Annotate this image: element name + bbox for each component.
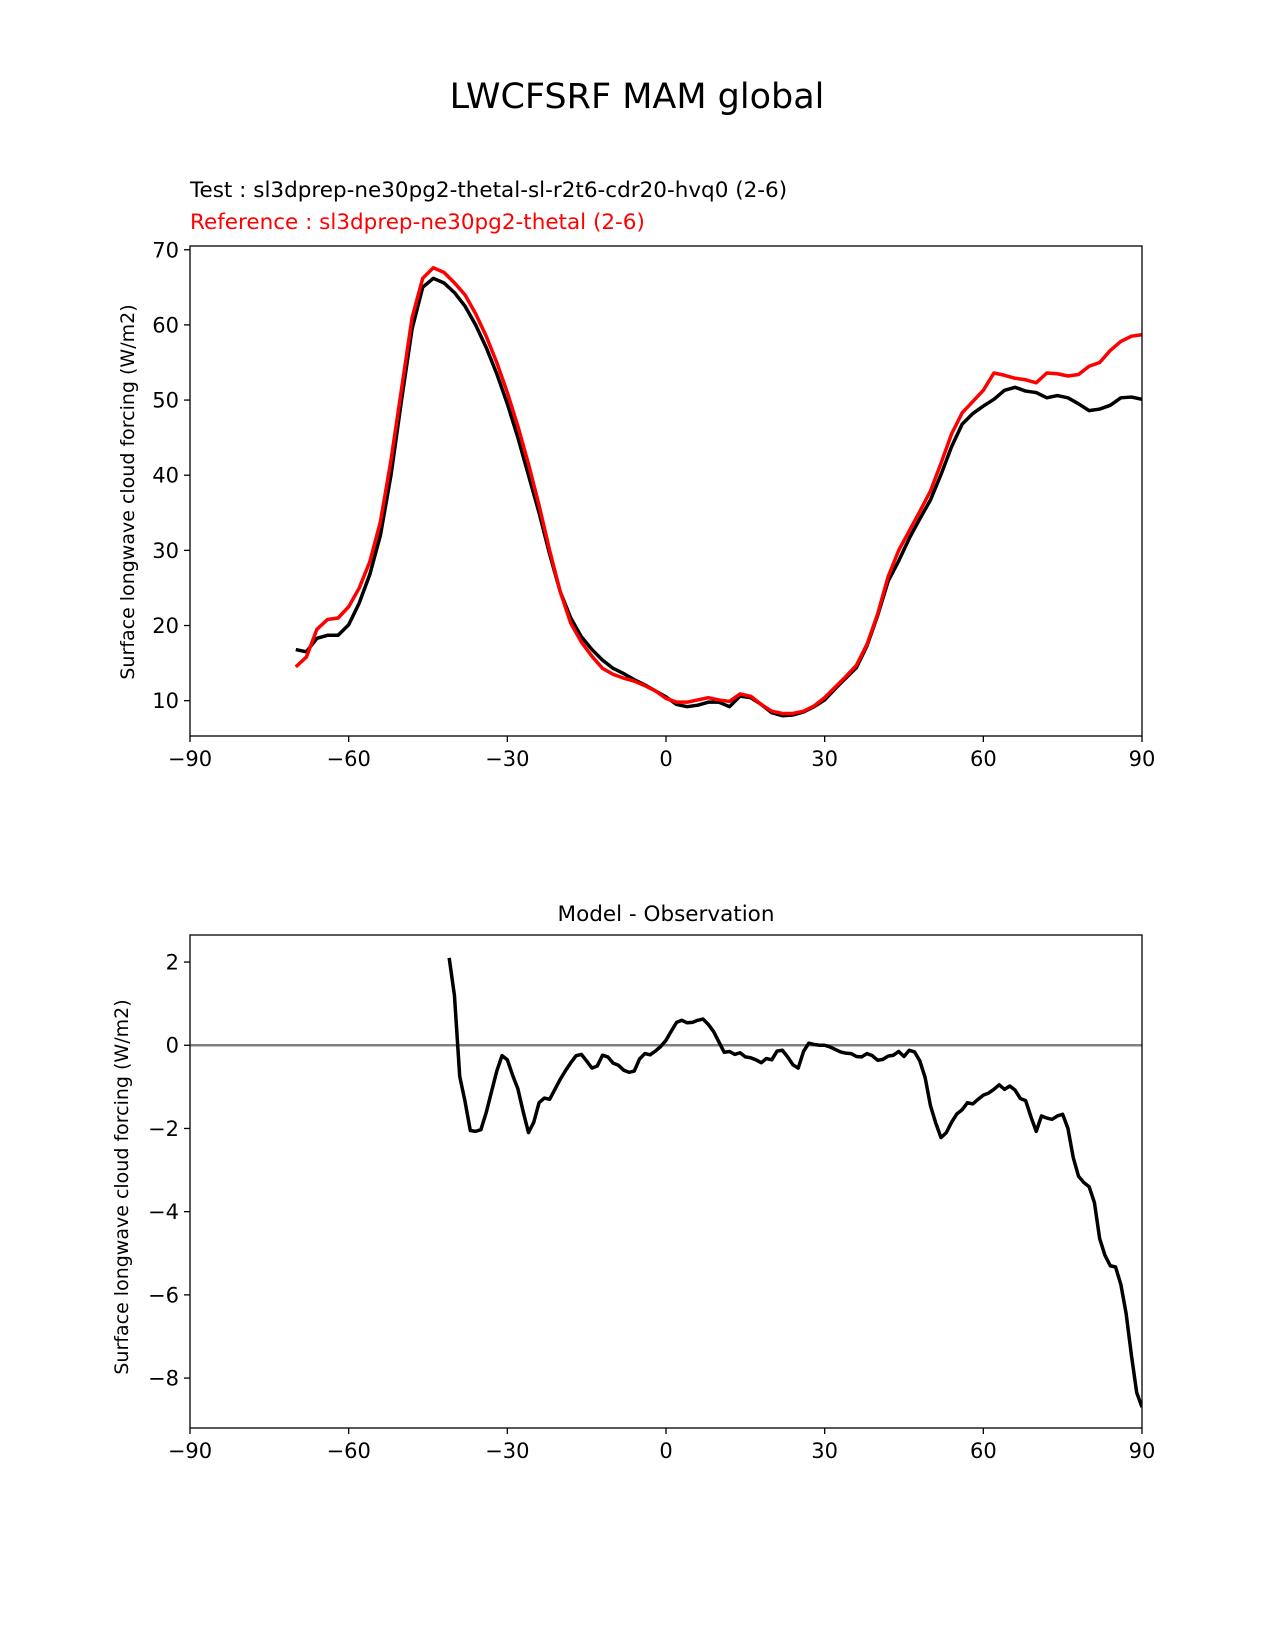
top-panel: Test : sl3dprep-ne30pg2-thetal-sl-r2t6-c… bbox=[117, 178, 1155, 771]
reference-label: Reference : sl3dprep-ne30pg2-thetal (2-6… bbox=[190, 210, 645, 235]
bottom-y-tick-label: −4 bbox=[148, 1200, 179, 1224]
top-y-tick-label: 40 bbox=[152, 464, 179, 488]
top-x-tick-label: −60 bbox=[327, 747, 371, 771]
bottom-x-tick-label: −30 bbox=[485, 1439, 529, 1463]
bottom-y-tick-label: 0 bbox=[166, 1034, 179, 1058]
figure-title: LWCFSRF MAM global bbox=[450, 77, 825, 117]
top-series-reference bbox=[294, 266, 1142, 716]
bottom-panel: Model - Observation −90 −60 −30 0 30 60 90−8−6… bbox=[111, 902, 1155, 1463]
top-y-tick-label: 50 bbox=[152, 389, 179, 413]
bottom-plot-area: −90 −60 −30 0 30 60 90 −8 −6 −4 −2 0 2 bbox=[148, 934, 1156, 1463]
top-y-tick-label: 60 bbox=[152, 313, 179, 337]
bottom-x-tick-label: −90 bbox=[168, 1439, 212, 1463]
top-axes-frame bbox=[189, 245, 1143, 737]
bottom-x-tick-label: 30 bbox=[811, 1439, 838, 1463]
top-y-axis-label: Surface longwave cloud forcing (W/m2) bbox=[117, 304, 139, 679]
bottom-axes-frame bbox=[189, 934, 1143, 1429]
top-x-tick-label: −90 bbox=[168, 747, 212, 771]
top-x-tick-label: 0 bbox=[659, 747, 672, 771]
bottom-x-tick-label: 90 bbox=[1129, 1439, 1156, 1463]
bottom-y-tick-label: 2 bbox=[166, 951, 179, 975]
bottom-y-tick-label: −6 bbox=[148, 1283, 179, 1307]
top-plot-area: −90 −60 −30 0 30 60 90 10 20 30 40 50 60 70 bbox=[152, 238, 1155, 771]
top-y-tick-label: 70 bbox=[152, 238, 179, 262]
top-x-tick-label: 30 bbox=[811, 747, 838, 771]
bottom-panel-title: Model - Observation bbox=[558, 902, 775, 927]
bottom-series-model-observation bbox=[447, 957, 1142, 1408]
top-x-tick-label: 90 bbox=[1129, 747, 1156, 771]
bottom-x-tick-label: 0 bbox=[659, 1439, 672, 1463]
top-x-tick-label: −30 bbox=[485, 747, 529, 771]
top-y-tick-label: 20 bbox=[152, 614, 179, 638]
bottom-y-axis-label: Surface longwave cloud forcing (W/m2) bbox=[111, 999, 133, 1374]
test-label: Test : sl3dprep-ne30pg2-thetal-sl-r2t6-c… bbox=[189, 178, 787, 203]
bottom-y-tick-label: −2 bbox=[148, 1117, 179, 1141]
top-series-test bbox=[295, 276, 1142, 718]
top-x-tick-label: 60 bbox=[970, 747, 997, 771]
top-y-tick-label: 30 bbox=[152, 539, 179, 563]
bottom-x-tick-label: −60 bbox=[327, 1439, 371, 1463]
top-y-tick-label: 10 bbox=[152, 689, 179, 713]
bottom-y-tick-label: −8 bbox=[148, 1367, 179, 1391]
bottom-x-tick-label: 60 bbox=[970, 1439, 997, 1463]
